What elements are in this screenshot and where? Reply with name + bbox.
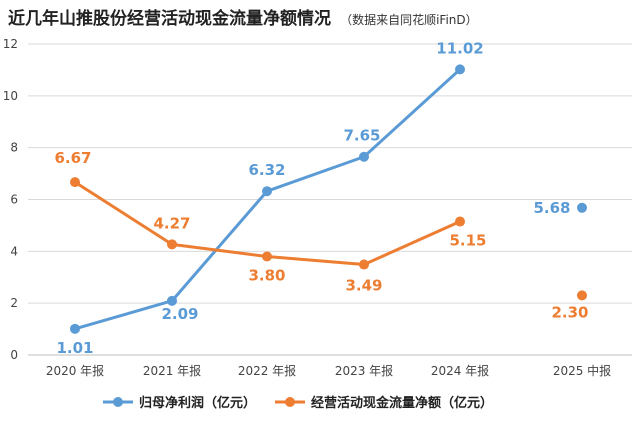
data-point-s0-0	[70, 323, 80, 334]
data-label-s1-1: 4.27	[153, 214, 190, 232]
data-label-s0-4: 11.02	[436, 39, 483, 57]
data-point-s0-3	[359, 151, 369, 162]
data-label-s1-3: 3.49	[345, 277, 382, 295]
data-point-s0-1	[167, 295, 177, 306]
data-point-s1-0	[70, 177, 80, 188]
data-point-s1-2	[262, 251, 272, 262]
x-tick-label: 2023 年报	[335, 363, 393, 378]
data-point-s1-4	[455, 216, 465, 227]
data-label-s1-2: 3.80	[248, 267, 285, 285]
data-label-s0-5: 5.68	[533, 199, 570, 217]
data-point-s0-4	[455, 64, 465, 75]
x-tick-label: 2021 年报	[143, 363, 201, 378]
chart-title: 近几年山推股份经营活动现金流量净额情况 （数据来自同花顺iFinD）	[8, 4, 478, 29]
x-tick-label: 2022 年报	[238, 363, 296, 378]
legend-label-0: 归母净利润（亿元）	[139, 395, 256, 411]
data-label-s0-2: 6.32	[248, 161, 285, 179]
y-tick-label: 12	[3, 37, 18, 51]
data-point-s1-1	[167, 239, 177, 250]
data-label-s0-1: 2.09	[161, 305, 198, 323]
data-label-s0-0: 1.01	[56, 339, 93, 357]
data-label-s1-4: 5.15	[449, 232, 486, 250]
y-tick-label: 10	[3, 89, 18, 103]
data-point-s0-2	[262, 186, 272, 197]
data-label-s1-5: 2.30	[551, 303, 588, 321]
y-tick-label: 2	[10, 296, 18, 310]
legend-marker-1	[285, 397, 295, 407]
x-tick-label: 2025 中报	[553, 363, 611, 378]
chart-subtitle: （数据来自同花顺iFinD）	[340, 13, 478, 27]
data-label-s0-3: 7.65	[343, 127, 380, 145]
x-tick-label: 2024 年报	[431, 363, 489, 378]
chart-title-main: 近几年山推股份经营活动现金流量净额情况	[8, 9, 331, 29]
legend-marker-0	[113, 397, 123, 407]
legend-label-1: 经营活动现金流量净额（亿元）	[311, 395, 493, 411]
x-tick-label: 2020 年报	[46, 363, 104, 378]
y-tick-label: 0	[10, 348, 18, 362]
y-tick-label: 8	[10, 141, 18, 155]
y-tick-label: 6	[10, 193, 18, 207]
data-point-s0-5	[577, 202, 587, 213]
data-point-s1-3	[359, 259, 369, 270]
y-tick-label: 4	[10, 244, 18, 258]
data-label-s1-0: 6.67	[54, 149, 91, 167]
data-point-s1-5	[577, 290, 587, 301]
